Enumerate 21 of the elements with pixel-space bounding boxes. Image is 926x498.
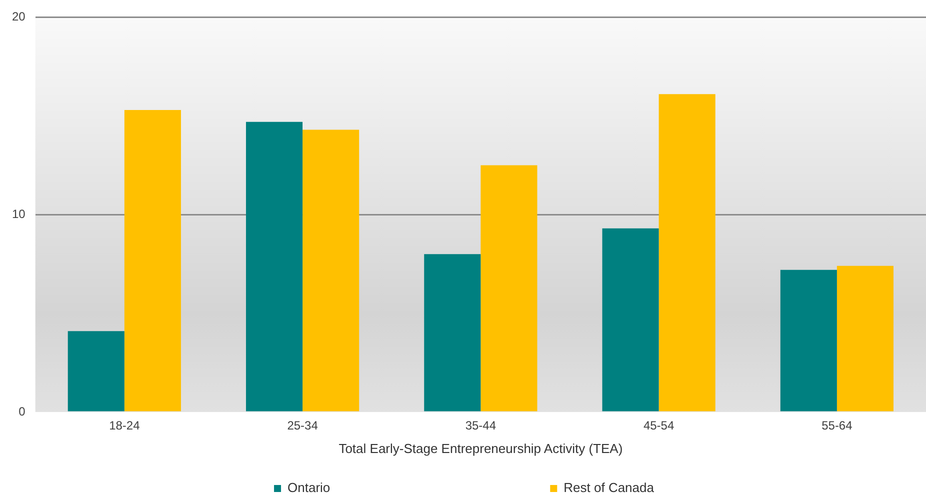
x-axis-title: Total Early-Stage Entrepreneurship Activity (TEA) bbox=[338, 440, 623, 456]
x-tick-label: 18-24 bbox=[109, 418, 140, 433]
bar bbox=[780, 270, 837, 412]
y-tick-label: 20 bbox=[12, 10, 26, 24]
bar bbox=[302, 130, 360, 412]
x-tick-label: 35-44 bbox=[465, 418, 496, 433]
x-tick-label: 45-54 bbox=[643, 418, 674, 433]
legend-label: Rest of Canada bbox=[564, 480, 655, 496]
bar bbox=[424, 254, 481, 412]
y-tick-label: 10 bbox=[12, 206, 26, 221]
y-tick-label: 0 bbox=[18, 404, 26, 418]
bar bbox=[124, 110, 181, 412]
bar bbox=[246, 122, 303, 412]
bar bbox=[68, 331, 124, 412]
legend-label: Ontario bbox=[288, 480, 330, 496]
x-tick-label: 55-64 bbox=[822, 418, 853, 433]
bar bbox=[480, 165, 538, 412]
bar bbox=[602, 228, 659, 412]
bar bbox=[836, 266, 894, 412]
bar bbox=[658, 94, 716, 412]
x-tick-label: 25-34 bbox=[287, 418, 318, 433]
